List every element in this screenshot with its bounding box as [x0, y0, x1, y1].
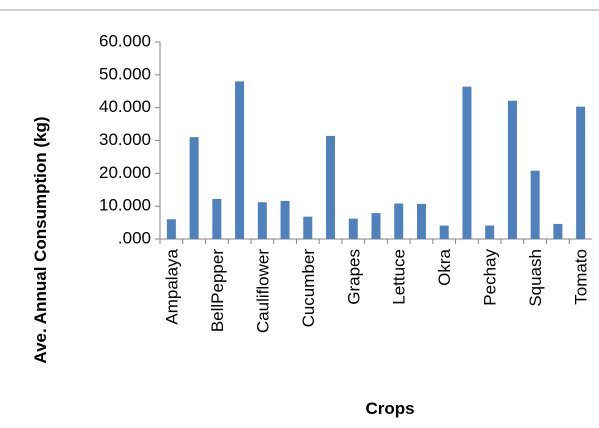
- bar: [348, 218, 358, 239]
- bar: [507, 100, 517, 239]
- bar: [394, 203, 404, 239]
- y-tick-label: 40.000: [99, 97, 151, 116]
- bar: [439, 225, 449, 239]
- bar: [416, 203, 426, 239]
- bar: [235, 81, 245, 240]
- x-tick-label: Pechay: [481, 249, 500, 306]
- y-tick-label: 60.000: [99, 31, 151, 50]
- bar: [212, 198, 222, 239]
- bar: [485, 225, 495, 239]
- x-tick-label: Tomato: [572, 249, 591, 305]
- bar: [326, 135, 336, 239]
- x-tick-label: Cucumber: [299, 249, 318, 328]
- y-tick-label: 20.000: [99, 163, 151, 182]
- bar: [280, 200, 290, 239]
- bar: [257, 202, 267, 239]
- bar: [189, 137, 199, 239]
- bar: [530, 170, 540, 239]
- bar: [462, 86, 472, 239]
- x-tick-label: Ampalaya: [162, 248, 181, 324]
- y-tick-label: 10.000: [99, 196, 151, 215]
- x-tick-label: Cauliflower: [253, 249, 272, 333]
- x-tick-label: Lettuce: [390, 249, 409, 305]
- y-tick-label: .000: [118, 228, 151, 247]
- y-tick-label: 50.000: [99, 64, 151, 83]
- x-tick-label: Squash: [526, 249, 545, 307]
- x-tick-label: Grapes: [344, 249, 363, 305]
- x-tick-label: BellPepper: [208, 249, 227, 333]
- bar: [576, 106, 586, 239]
- bar: [166, 219, 176, 239]
- bar: [303, 216, 313, 239]
- x-tick-label: Okra: [435, 248, 454, 285]
- bar: [371, 213, 381, 239]
- y-tick-label: 30.000: [99, 130, 151, 149]
- y-axis-title: Ave. Annual Consumption (kg): [31, 116, 50, 363]
- x-axis-title: Crops: [365, 399, 414, 418]
- bar: [553, 223, 563, 239]
